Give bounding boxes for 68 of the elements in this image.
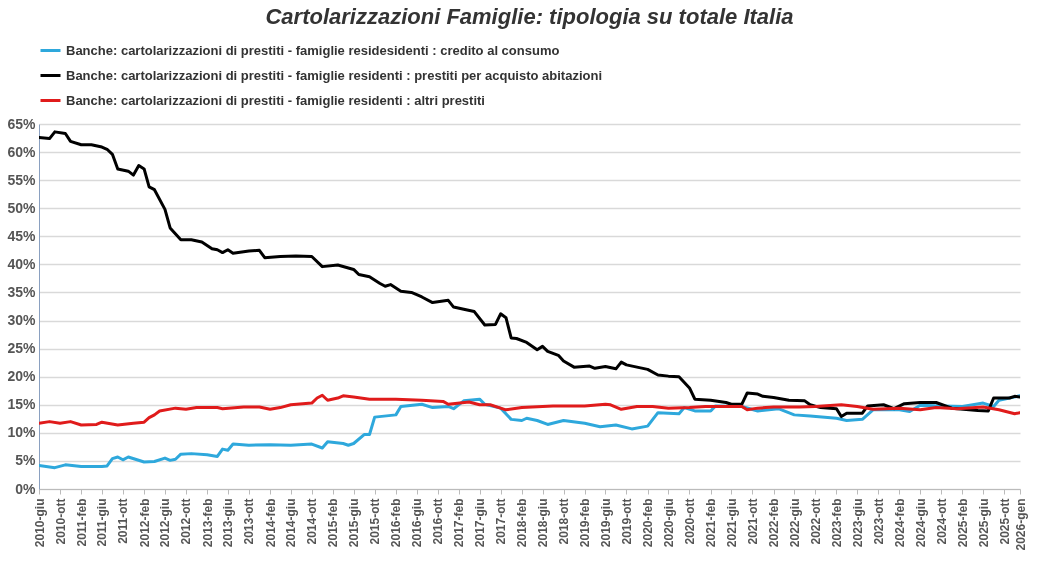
line-series xyxy=(39,393,1020,427)
x-tick-label: 2018-feb xyxy=(515,498,530,548)
chart-title: Cartolarizzazioni Famiglie: tipologia su totale Italia xyxy=(265,4,794,29)
x-tick-label: 2015-feb xyxy=(326,498,341,548)
x-tick-label: 2010-ott xyxy=(53,498,68,545)
x-tick-label: 2012-ott xyxy=(179,498,194,545)
y-tick-label: 5% xyxy=(15,452,37,469)
y-tick-label: 50% xyxy=(7,199,37,216)
x-tick-label: 2015-giu xyxy=(347,498,362,548)
x-tick-label: 2025-ott xyxy=(997,498,1012,545)
x-tick-label: 2016-feb xyxy=(389,498,404,548)
x-tick-label: 2011-giu xyxy=(95,498,110,547)
x-tick-label: 2020-feb xyxy=(641,498,656,548)
x-tick-label: 2017-feb xyxy=(452,498,467,548)
x-tick-label: 2019-ott xyxy=(619,498,634,545)
x-tick-label: 2013-ott xyxy=(242,498,257,545)
x-tick-label: 2021-giu xyxy=(724,498,739,548)
y-tick-label: 30% xyxy=(7,312,37,329)
x-tick-label: 2014-feb xyxy=(263,498,278,548)
x-tick-label: 2020-ott xyxy=(683,498,697,545)
x-tick-label: 2010-giu xyxy=(32,498,47,548)
y-tick-label: 0% xyxy=(15,480,37,497)
x-tick-label: 2025-giu xyxy=(976,498,991,548)
x-tick-label: 2012-giu xyxy=(158,498,173,548)
legend-label: Banche: cartolarizzazioni di prestiti - famiglie residenti : prestiti per acquisto abitazioni xyxy=(66,67,602,83)
x-tick-label: 2023-giu xyxy=(850,498,865,548)
y-tick-label: 10% xyxy=(7,424,37,441)
x-tick-label: 2017-ott xyxy=(494,498,509,545)
x-tick-label: 2016-giu xyxy=(410,498,425,548)
x-tick-label: 2026-gen xyxy=(1013,498,1028,551)
y-tick-label: 40% xyxy=(7,255,37,272)
y-tick-label: 20% xyxy=(7,368,37,385)
x-tick-label: 2012-feb xyxy=(137,498,152,548)
x-tick-label: 2013-giu xyxy=(221,498,236,548)
x-tick-label: 2018-giu xyxy=(536,498,551,548)
x-tick-label: 2011-ott xyxy=(116,498,131,544)
y-tick-label: 35% xyxy=(7,283,37,300)
x-tick-label: 2011-feb xyxy=(74,498,89,547)
x-tick-label: 2014-ott xyxy=(305,498,320,545)
y-tick-label: 15% xyxy=(7,396,37,413)
x-tick-label: 2022-giu xyxy=(787,498,802,548)
x-tick-label: 2014-giu xyxy=(284,498,299,548)
x-tick-label: 2025-feb xyxy=(955,498,970,548)
legend-label: Banche: cartolarizzazioni di prestiti - famiglie residesidenti : credito al consumo xyxy=(66,42,560,58)
x-tick-label: 2021-feb xyxy=(704,498,719,548)
x-tick-label: 2024-giu xyxy=(913,498,928,548)
x-tick-label: 2022-ott xyxy=(808,498,823,545)
line-series xyxy=(39,130,1020,419)
y-tick-label: 25% xyxy=(7,340,37,357)
x-tick-label: 2021-ott xyxy=(745,498,760,545)
legend-label: Banche: cartolarizzazioni di prestiti - famiglie residenti : altri prestiti xyxy=(66,92,485,108)
x-tick-label: 2024-ott xyxy=(934,498,949,545)
x-tick-label: 2023-feb xyxy=(829,498,844,548)
y-tick-label: 60% xyxy=(7,143,37,160)
y-tick-label: 45% xyxy=(7,227,37,244)
x-tick-label: 2016-ott xyxy=(431,498,446,545)
x-tick-label: 2024-feb xyxy=(892,498,907,548)
x-tick-label: 2018-ott xyxy=(557,498,572,545)
x-tick-label: 2015-ott xyxy=(368,498,383,545)
x-tick-label: 2013-feb xyxy=(200,498,215,548)
y-tick-label: 55% xyxy=(7,171,37,188)
x-tick-label: 2023-ott xyxy=(871,498,886,545)
x-tick-label: 2020-giu xyxy=(661,498,676,548)
x-tick-label: 2019-giu xyxy=(598,498,613,548)
x-tick-label: 2019-feb xyxy=(578,498,593,548)
x-tick-label: 2022-feb xyxy=(767,498,782,548)
x-tick-label: 2017-giu xyxy=(473,498,488,548)
y-tick-label: 65% xyxy=(7,115,37,132)
